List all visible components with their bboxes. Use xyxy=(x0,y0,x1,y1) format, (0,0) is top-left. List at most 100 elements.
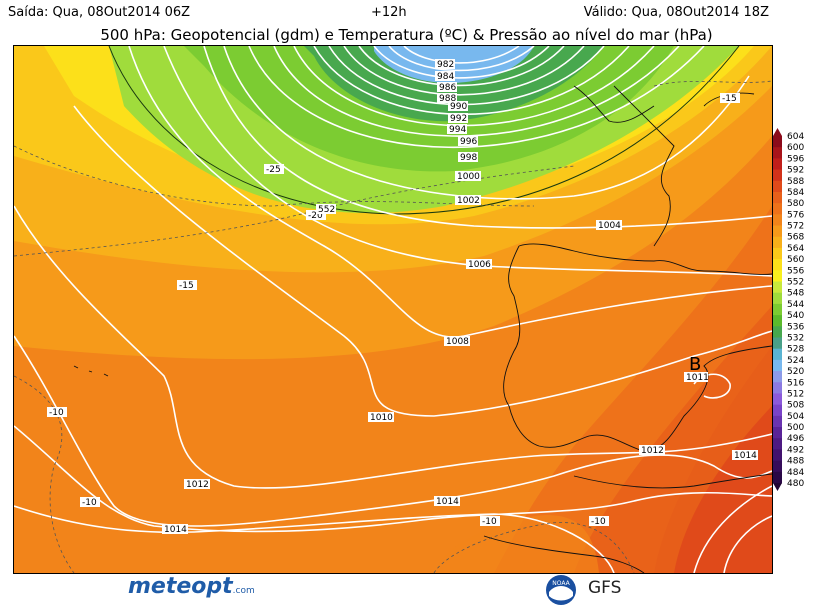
svg-text:1014: 1014 xyxy=(164,525,187,535)
legend-label-572: 572 xyxy=(787,222,804,232)
noaa-logo: NOAA xyxy=(545,574,577,606)
legend-bottom-arrow xyxy=(773,483,782,491)
isobar-label-994: 994 xyxy=(447,124,467,135)
isobar-label-992: 992 xyxy=(448,113,468,124)
height-label-552: 552 xyxy=(316,204,336,215)
legend-swatch-508 xyxy=(773,404,782,417)
legend-label-564: 564 xyxy=(787,244,804,254)
legend-swatch-576 xyxy=(773,214,782,227)
svg-text:994: 994 xyxy=(449,125,466,135)
svg-text:990: 990 xyxy=(450,102,467,112)
legend-swatch-484 xyxy=(773,471,782,484)
forecast-map: 982 984 986 988 990 992 994 996 998 1000… xyxy=(13,45,773,574)
legend-swatch-524 xyxy=(773,359,782,372)
isotherms xyxy=(14,80,772,573)
svg-text:1004: 1004 xyxy=(598,221,621,231)
legend-label-560: 560 xyxy=(787,255,804,265)
temp-label-minus15: -15 xyxy=(177,280,197,291)
isobar-label-1006: 1006 xyxy=(466,259,492,270)
isobar-label-998: 998 xyxy=(458,152,478,163)
legend-label-604: 604 xyxy=(787,132,804,142)
temp-label-minus10-c: -10 xyxy=(480,516,500,527)
valid-time: Válido: Qua, 08Out2014 18Z xyxy=(583,5,769,20)
isobar-label-984: 984 xyxy=(435,71,455,82)
isobar-label-990: 990 xyxy=(448,101,468,112)
legend-swatch-500 xyxy=(773,427,782,439)
legend-label-544: 544 xyxy=(787,300,804,310)
svg-text:1000: 1000 xyxy=(457,172,480,182)
svg-text:1012: 1012 xyxy=(641,446,664,456)
legend-swatch-568 xyxy=(773,236,782,249)
legend-swatch-552 xyxy=(773,281,782,294)
low-pressure-marker: B xyxy=(689,354,701,375)
legend-swatch-596 xyxy=(773,158,782,171)
legend-swatch-588 xyxy=(773,180,782,193)
svg-text:996: 996 xyxy=(460,137,477,147)
legend-label-508: 508 xyxy=(787,401,804,411)
svg-text:984: 984 xyxy=(437,72,454,82)
legend-swatch-556 xyxy=(773,270,782,283)
isobar-label-1011: 1011 xyxy=(684,372,709,383)
legend-label-496: 496 xyxy=(787,434,804,444)
legend-label-492: 492 xyxy=(787,445,804,455)
legend-label-596: 596 xyxy=(787,154,804,164)
isobar-label-982: 982 xyxy=(435,59,455,70)
legend-swatch-544 xyxy=(773,303,782,316)
legend-swatch-548 xyxy=(773,292,782,305)
isobar-label-1014-east: 1014 xyxy=(732,450,758,461)
legend-swatch-584 xyxy=(773,191,782,204)
color-scale-legend: 604 600 596 592 588 584 580 576 572 568 564 560 556 5… xyxy=(771,128,813,493)
legend-top-arrow xyxy=(773,128,782,136)
svg-text:986: 986 xyxy=(439,83,456,93)
temp-label-minus25: -25 xyxy=(264,164,284,175)
svg-text:-10: -10 xyxy=(82,498,97,508)
legend-label-556: 556 xyxy=(787,266,804,276)
svg-text:-15: -15 xyxy=(722,94,737,104)
legend-swatch-540 xyxy=(773,315,782,327)
legend-swatch-504 xyxy=(773,415,782,428)
legend-swatch-488 xyxy=(773,460,782,473)
forecast-lead: +12h xyxy=(371,5,407,20)
legend-label-480: 480 xyxy=(787,479,804,489)
legend-label-528: 528 xyxy=(787,345,804,355)
svg-text:1006: 1006 xyxy=(468,260,491,270)
svg-text:-15: -15 xyxy=(179,281,194,291)
svg-text:-20: -20 xyxy=(308,211,323,221)
svg-text:1014: 1014 xyxy=(734,451,757,461)
svg-text:982: 982 xyxy=(437,60,454,70)
legend-swatch-516 xyxy=(773,382,782,394)
temp-label-minus10-d: -10 xyxy=(589,516,609,527)
legend-label-588: 588 xyxy=(787,177,804,187)
legend-swatch-536 xyxy=(773,326,782,338)
legend-label-584: 584 xyxy=(787,188,804,198)
legend-swatch-528 xyxy=(773,348,782,361)
legend-label-540: 540 xyxy=(787,311,804,321)
svg-text:988: 988 xyxy=(439,94,456,104)
isobar-label-1002: 1002 xyxy=(455,195,481,206)
legend-label-520: 520 xyxy=(787,367,804,377)
legend-swatch-532 xyxy=(773,337,782,350)
legend-swatch-580 xyxy=(773,203,782,215)
isobar-label-988: 988 xyxy=(437,93,457,104)
legend-label-512: 512 xyxy=(787,389,804,399)
temp-label-minus15-ne: -15 xyxy=(720,93,740,104)
isobar-label-996: 996 xyxy=(458,136,478,147)
svg-text:998: 998 xyxy=(460,153,477,163)
isobar-label-1008: 1008 xyxy=(444,336,470,347)
isobar-label-1014-west: 1014 xyxy=(162,524,188,535)
isobar-label-1010: 1010 xyxy=(368,412,394,423)
isobar-label-1004: 1004 xyxy=(596,220,622,231)
svg-text:-25: -25 xyxy=(266,165,281,175)
legend-label-552: 552 xyxy=(787,278,804,288)
svg-text:-10: -10 xyxy=(591,517,606,527)
legend-label-600: 600 xyxy=(787,143,804,153)
legend-label-548: 548 xyxy=(787,289,804,299)
svg-text:NOAA: NOAA xyxy=(552,580,570,587)
isobar-label-986: 986 xyxy=(437,82,457,93)
pressure-labels: 982 984 986 988 990 992 994 996 998 1000… xyxy=(162,59,758,535)
svg-text:552: 552 xyxy=(318,205,335,215)
svg-text:1008: 1008 xyxy=(446,337,469,347)
legend-label-524: 524 xyxy=(787,356,804,366)
svg-text:-10: -10 xyxy=(49,408,64,418)
legend-label-536: 536 xyxy=(787,322,804,332)
